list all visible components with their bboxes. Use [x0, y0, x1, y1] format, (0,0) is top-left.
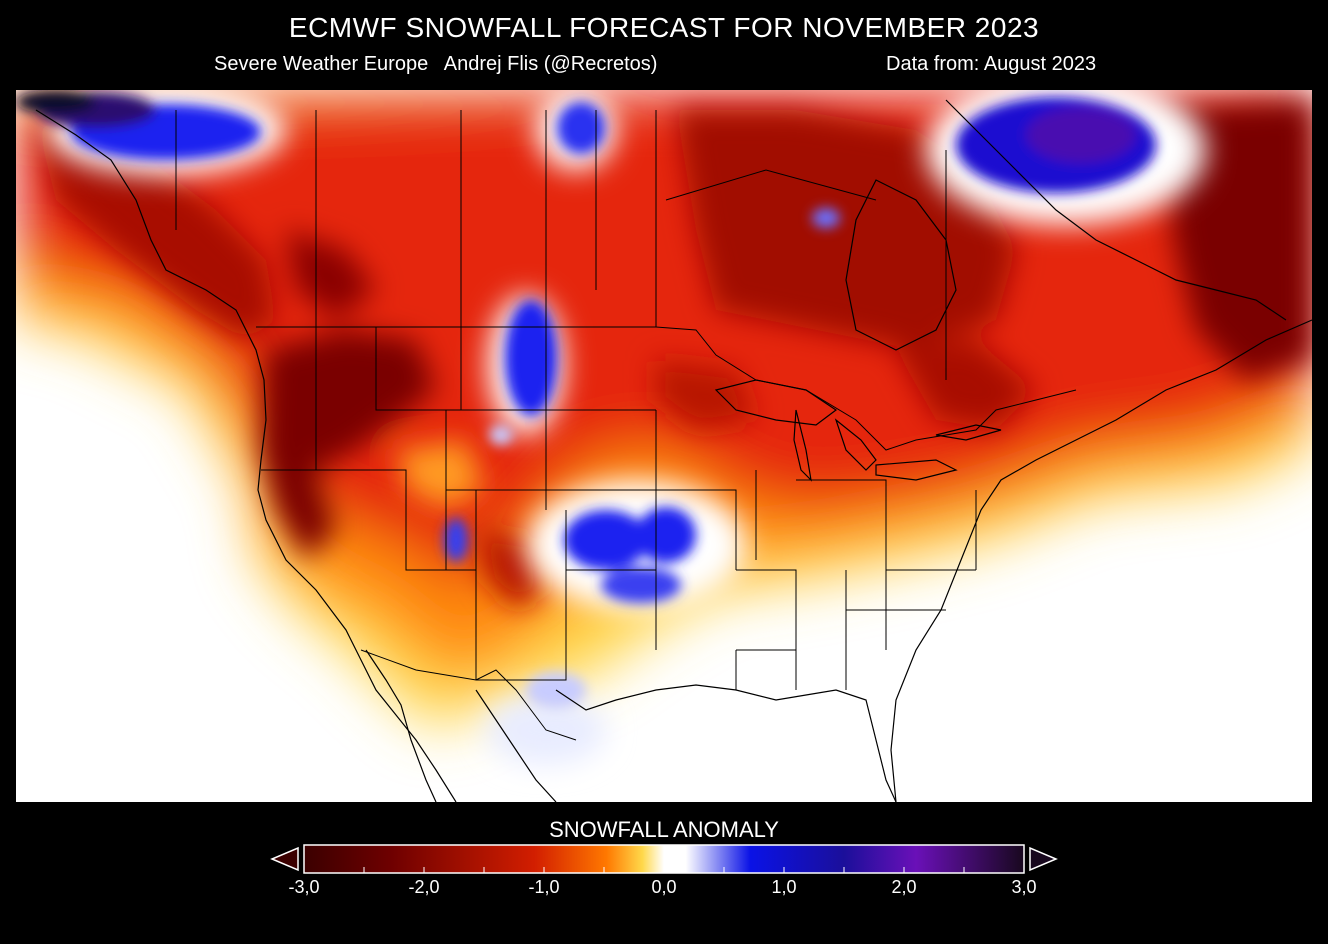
data-source-label: Data from: August 2023 [886, 53, 1097, 75]
legend-title: SNOWFALL ANOMALY [549, 817, 779, 842]
positive-anomaly-areas [16, 90, 1206, 765]
colorbar-tick-label: -2,0 [408, 877, 440, 897]
colorbar-tick-label: 1,0 [771, 877, 797, 897]
colorbar-extend-low-arrow [270, 846, 299, 872]
colorbar-tick-label: -3,0 [288, 877, 320, 897]
boundaries [35, 99, 1312, 802]
snowfall-anomaly-map [16, 90, 1312, 802]
colorbar-tick-label: 3,0 [1011, 877, 1037, 897]
colorbar-extend-high-arrow [1029, 846, 1058, 872]
colorbar-tick-label: 0,0 [651, 877, 677, 897]
colorbar-tick-label: -1,0 [528, 877, 560, 897]
colorbar-ticks [303, 867, 1025, 873]
colorbar [270, 844, 1058, 874]
map-title: ECMWF SNOWFALL FORECAST FOR NOVEMBER 202… [288, 12, 1040, 43]
author-credit: Severe Weather Europe Andrej Flis (@Recr… [214, 53, 658, 75]
political-borders [175, 110, 1077, 741]
colorbar-tick-label: 2,0 [891, 877, 917, 897]
